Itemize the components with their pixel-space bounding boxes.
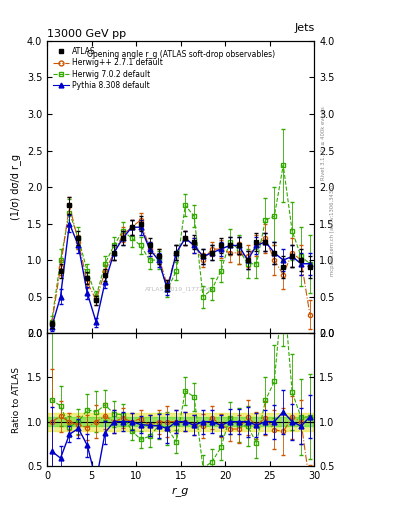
Bar: [47, 413, 314, 431]
Text: mcplots.cern.ch [arXiv:1306.3436]: mcplots.cern.ch [arXiv:1306.3436]: [330, 185, 335, 276]
Y-axis label: Ratio to ATLAS: Ratio to ATLAS: [12, 367, 21, 433]
Text: 13000 GeV pp: 13000 GeV pp: [47, 29, 126, 39]
Text: Jets: Jets: [294, 23, 314, 33]
Text: Opening angle r_g (ATLAS soft-drop observables): Opening angle r_g (ATLAS soft-drop obser…: [87, 50, 275, 59]
Bar: [47, 417, 314, 426]
Y-axis label: (1/σ) dσ/d r_g: (1/σ) dσ/d r_g: [10, 154, 21, 220]
Text: ATLAS_2019_I1772062: ATLAS_2019_I1772062: [145, 286, 216, 292]
Legend: ATLAS, Herwig++ 2.7.1 default, Herwig 7.0.2 default, Pythia 8.308 default: ATLAS, Herwig++ 2.7.1 default, Herwig 7.…: [51, 45, 165, 92]
Text: Rivet 3.1.10, ≥ 400k events: Rivet 3.1.10, ≥ 400k events: [320, 106, 325, 180]
X-axis label: r_g: r_g: [172, 486, 189, 496]
